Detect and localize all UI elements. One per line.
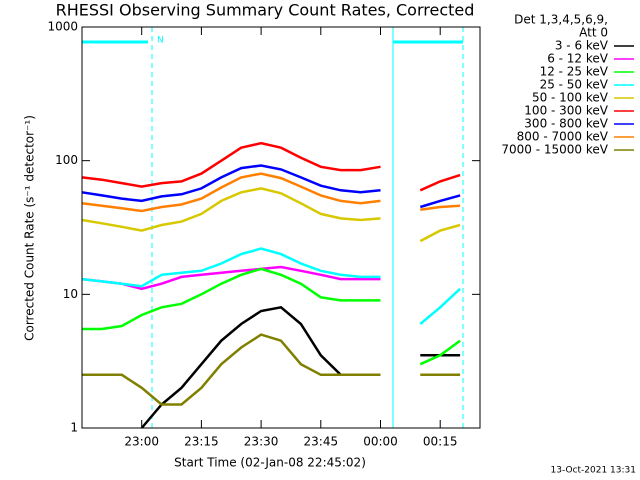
y-tick-label: 1 (70, 421, 78, 435)
legend-label: 50 - 100 keV (532, 91, 609, 105)
legend-label: 300 - 800 keV (524, 117, 608, 131)
chart-title: RHESSI Observing Summary Count Rates, Co… (56, 1, 475, 20)
series-line (81, 164, 461, 209)
annotation: N (157, 36, 164, 46)
x-axis-label: Start Time (02-Jan-08 22:45:02) (174, 456, 366, 470)
legend-label: 3 - 6 keV (555, 39, 609, 53)
series-line (81, 265, 381, 291)
y-tick-label: 1000 (47, 20, 78, 34)
x-tick-label: 23:00 (124, 435, 159, 449)
series-line (81, 141, 461, 192)
footer: 13-Oct-2021 13:31 (551, 466, 636, 476)
legend-label: 6 - 12 keV (547, 52, 609, 66)
y-axis-label: Corrected Count Rate (s⁻¹ detector⁻¹) (23, 115, 37, 341)
series-line (81, 247, 461, 325)
x-tick-label: 23:15 (184, 435, 219, 449)
legend-header: Det 1,3,4,5,6,9, (514, 13, 608, 27)
series-line (81, 187, 461, 243)
legend-label: 100 - 300 keV (524, 104, 608, 118)
legend-label: 25 - 50 keV (540, 78, 609, 92)
legend-label: 800 - 7000 keV (517, 130, 609, 144)
series-line (82, 333, 461, 406)
legend-label: 12 - 25 keV (540, 65, 609, 79)
legend-header: Att 0 (579, 26, 608, 40)
series-line (82, 267, 461, 366)
series-line (81, 172, 461, 213)
plot-frame (81, 26, 481, 429)
y-tick-label: 10 (63, 287, 78, 301)
x-tick-label: 23:45 (304, 435, 339, 449)
x-tick-label: 23:30 (244, 435, 279, 449)
x-tick-label: 00:00 (363, 435, 398, 449)
legend-label: 7000 - 15000 keV (501, 143, 608, 157)
x-tick-label: 00:15 (423, 435, 458, 449)
y-tick-label: 100 (55, 153, 78, 167)
